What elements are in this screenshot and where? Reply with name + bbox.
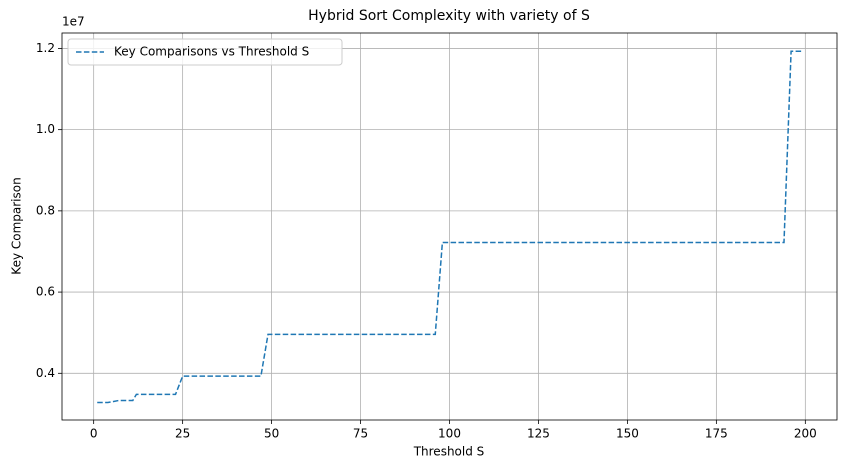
chart-title: Hybrid Sort Complexity with variety of S <box>308 8 590 24</box>
x-tick-label: 200 <box>794 427 817 441</box>
plot-frame <box>61 32 838 421</box>
legend-label: Key Comparisons vs Threshold S <box>114 45 309 59</box>
x-tick-label: 100 <box>438 427 461 441</box>
y-offset-label: 1e7 <box>62 15 85 29</box>
y-axis-label: Key Comparison <box>10 177 24 274</box>
x-tick-label: 175 <box>705 427 728 441</box>
y-tick-label: 0.4 <box>36 366 55 380</box>
y-tick-label: 1.2 <box>36 41 55 55</box>
y-tick-label: 0.6 <box>36 285 55 299</box>
x-tick-label: 25 <box>175 427 190 441</box>
x-tick-label: 0 <box>90 427 98 441</box>
y-tick-label: 1.0 <box>36 122 55 136</box>
data-line <box>97 50 802 404</box>
x-axis-label: Threshold S <box>413 445 485 459</box>
x-tick-label: 150 <box>616 427 639 441</box>
legend-box <box>67 38 343 66</box>
x-tick-label: 125 <box>527 427 550 441</box>
x-tick-label: 75 <box>353 427 368 441</box>
x-tick-label: 50 <box>264 427 279 441</box>
y-tick-label: 0.8 <box>36 203 55 217</box>
